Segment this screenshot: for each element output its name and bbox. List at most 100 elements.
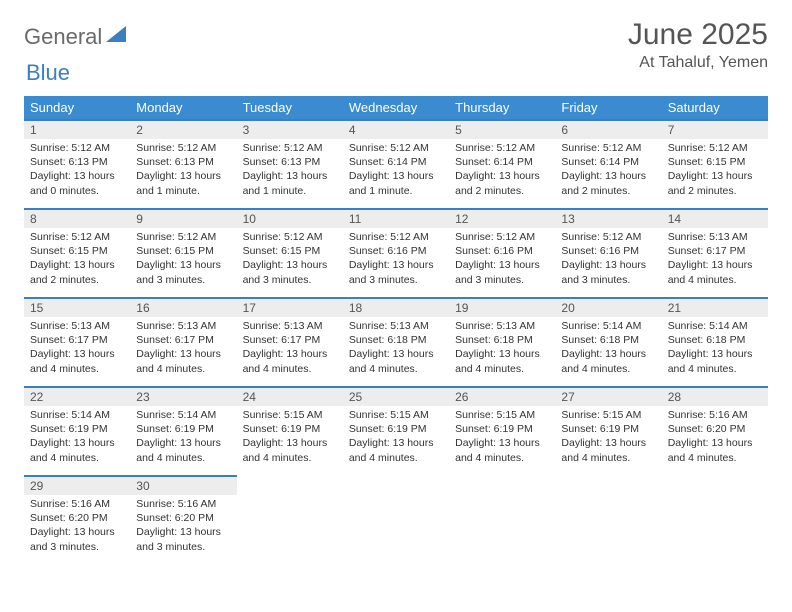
weekday-header-row: Sunday Monday Tuesday Wednesday Thursday…: [24, 96, 768, 120]
day-content-cell: Sunrise: 5:16 AMSunset: 6:20 PMDaylight:…: [130, 495, 236, 565]
day-ss: Sunset: 6:14 PM: [349, 155, 443, 169]
day-d2: and 1 minute.: [136, 184, 230, 198]
day-number-cell: 4: [343, 120, 449, 139]
day-number-row: 2930: [24, 476, 768, 495]
day-d2: and 2 minutes.: [30, 273, 124, 287]
day-sr: Sunrise: 5:12 AM: [30, 141, 124, 155]
day-number-cell: 28: [662, 387, 768, 406]
day-content-cell: [343, 495, 449, 565]
day-d2: and 1 minute.: [243, 184, 337, 198]
weekday-header: Wednesday: [343, 96, 449, 120]
day-ss: Sunset: 6:19 PM: [30, 422, 124, 436]
day-ss: Sunset: 6:20 PM: [668, 422, 762, 436]
day-sr: Sunrise: 5:12 AM: [455, 141, 549, 155]
day-content-cell: Sunrise: 5:14 AMSunset: 6:19 PMDaylight:…: [24, 406, 130, 476]
day-d1: Daylight: 13 hours: [243, 258, 337, 272]
day-content-cell: Sunrise: 5:15 AMSunset: 6:19 PMDaylight:…: [343, 406, 449, 476]
day-content-cell: Sunrise: 5:12 AMSunset: 6:13 PMDaylight:…: [130, 139, 236, 209]
day-d1: Daylight: 13 hours: [136, 169, 230, 183]
day-content-cell: Sunrise: 5:13 AMSunset: 6:18 PMDaylight:…: [449, 317, 555, 387]
day-content-cell: Sunrise: 5:13 AMSunset: 6:17 PMDaylight:…: [662, 228, 768, 298]
day-ss: Sunset: 6:13 PM: [136, 155, 230, 169]
day-sr: Sunrise: 5:14 AM: [30, 408, 124, 422]
day-content-cell: Sunrise: 5:13 AMSunset: 6:17 PMDaylight:…: [24, 317, 130, 387]
day-number-cell: 14: [662, 209, 768, 228]
weekday-header: Tuesday: [237, 96, 343, 120]
day-content-row: Sunrise: 5:16 AMSunset: 6:20 PMDaylight:…: [24, 495, 768, 565]
day-sr: Sunrise: 5:13 AM: [668, 230, 762, 244]
day-d2: and 4 minutes.: [349, 451, 443, 465]
day-d2: and 3 minutes.: [561, 273, 655, 287]
day-ss: Sunset: 6:16 PM: [561, 244, 655, 258]
day-number-cell: 22: [24, 387, 130, 406]
day-d1: Daylight: 13 hours: [455, 436, 549, 450]
day-d1: Daylight: 13 hours: [30, 258, 124, 272]
day-ss: Sunset: 6:14 PM: [455, 155, 549, 169]
day-d1: Daylight: 13 hours: [243, 347, 337, 361]
day-content-cell: Sunrise: 5:12 AMSunset: 6:14 PMDaylight:…: [449, 139, 555, 209]
day-d1: Daylight: 13 hours: [668, 347, 762, 361]
day-content-cell: Sunrise: 5:16 AMSunset: 6:20 PMDaylight:…: [662, 406, 768, 476]
day-number-cell: 21: [662, 298, 768, 317]
day-sr: Sunrise: 5:12 AM: [136, 141, 230, 155]
day-d1: Daylight: 13 hours: [561, 258, 655, 272]
day-d2: and 4 minutes.: [561, 451, 655, 465]
day-number-row: 1234567: [24, 120, 768, 139]
day-ss: Sunset: 6:13 PM: [243, 155, 337, 169]
day-content-cell: Sunrise: 5:12 AMSunset: 6:15 PMDaylight:…: [130, 228, 236, 298]
day-ss: Sunset: 6:19 PM: [561, 422, 655, 436]
day-number-cell: [662, 476, 768, 495]
day-number-cell: [343, 476, 449, 495]
day-content-cell: [662, 495, 768, 565]
day-number-cell: [237, 476, 343, 495]
day-number-cell: 20: [555, 298, 661, 317]
day-content-cell: Sunrise: 5:16 AMSunset: 6:20 PMDaylight:…: [24, 495, 130, 565]
day-number-cell: 10: [237, 209, 343, 228]
day-d2: and 3 minutes.: [136, 273, 230, 287]
day-ss: Sunset: 6:19 PM: [455, 422, 549, 436]
day-ss: Sunset: 6:20 PM: [136, 511, 230, 525]
day-d2: and 4 minutes.: [243, 362, 337, 376]
day-ss: Sunset: 6:15 PM: [668, 155, 762, 169]
day-ss: Sunset: 6:16 PM: [455, 244, 549, 258]
day-sr: Sunrise: 5:12 AM: [243, 230, 337, 244]
day-sr: Sunrise: 5:13 AM: [455, 319, 549, 333]
day-ss: Sunset: 6:18 PM: [561, 333, 655, 347]
day-number-row: 891011121314: [24, 209, 768, 228]
weekday-header: Saturday: [662, 96, 768, 120]
day-d1: Daylight: 13 hours: [561, 436, 655, 450]
day-number-cell: 23: [130, 387, 236, 406]
location-label: At Tahaluf, Yemen: [628, 54, 768, 72]
day-d1: Daylight: 13 hours: [561, 169, 655, 183]
day-number-cell: 9: [130, 209, 236, 228]
day-number-cell: 8: [24, 209, 130, 228]
day-d1: Daylight: 13 hours: [30, 169, 124, 183]
day-content-cell: Sunrise: 5:12 AMSunset: 6:16 PMDaylight:…: [449, 228, 555, 298]
day-sr: Sunrise: 5:13 AM: [136, 319, 230, 333]
day-number-cell: 11: [343, 209, 449, 228]
day-content-cell: Sunrise: 5:13 AMSunset: 6:17 PMDaylight:…: [130, 317, 236, 387]
day-number-cell: 2: [130, 120, 236, 139]
day-content-cell: [237, 495, 343, 565]
day-ss: Sunset: 6:17 PM: [668, 244, 762, 258]
day-ss: Sunset: 6:17 PM: [136, 333, 230, 347]
day-number-cell: 3: [237, 120, 343, 139]
day-d1: Daylight: 13 hours: [455, 347, 549, 361]
day-number-cell: 5: [449, 120, 555, 139]
weekday-header: Monday: [130, 96, 236, 120]
day-ss: Sunset: 6:19 PM: [349, 422, 443, 436]
day-d1: Daylight: 13 hours: [349, 436, 443, 450]
day-sr: Sunrise: 5:13 AM: [243, 319, 337, 333]
day-number-cell: 30: [130, 476, 236, 495]
day-content-cell: Sunrise: 5:12 AMSunset: 6:16 PMDaylight:…: [555, 228, 661, 298]
day-d2: and 3 minutes.: [349, 273, 443, 287]
day-sr: Sunrise: 5:12 AM: [349, 141, 443, 155]
day-number-cell: 15: [24, 298, 130, 317]
day-ss: Sunset: 6:15 PM: [243, 244, 337, 258]
day-d1: Daylight: 13 hours: [30, 525, 124, 539]
day-content-cell: Sunrise: 5:12 AMSunset: 6:13 PMDaylight:…: [237, 139, 343, 209]
day-sr: Sunrise: 5:12 AM: [349, 230, 443, 244]
day-content-row: Sunrise: 5:12 AMSunset: 6:13 PMDaylight:…: [24, 139, 768, 209]
day-d1: Daylight: 13 hours: [349, 347, 443, 361]
day-sr: Sunrise: 5:12 AM: [561, 230, 655, 244]
